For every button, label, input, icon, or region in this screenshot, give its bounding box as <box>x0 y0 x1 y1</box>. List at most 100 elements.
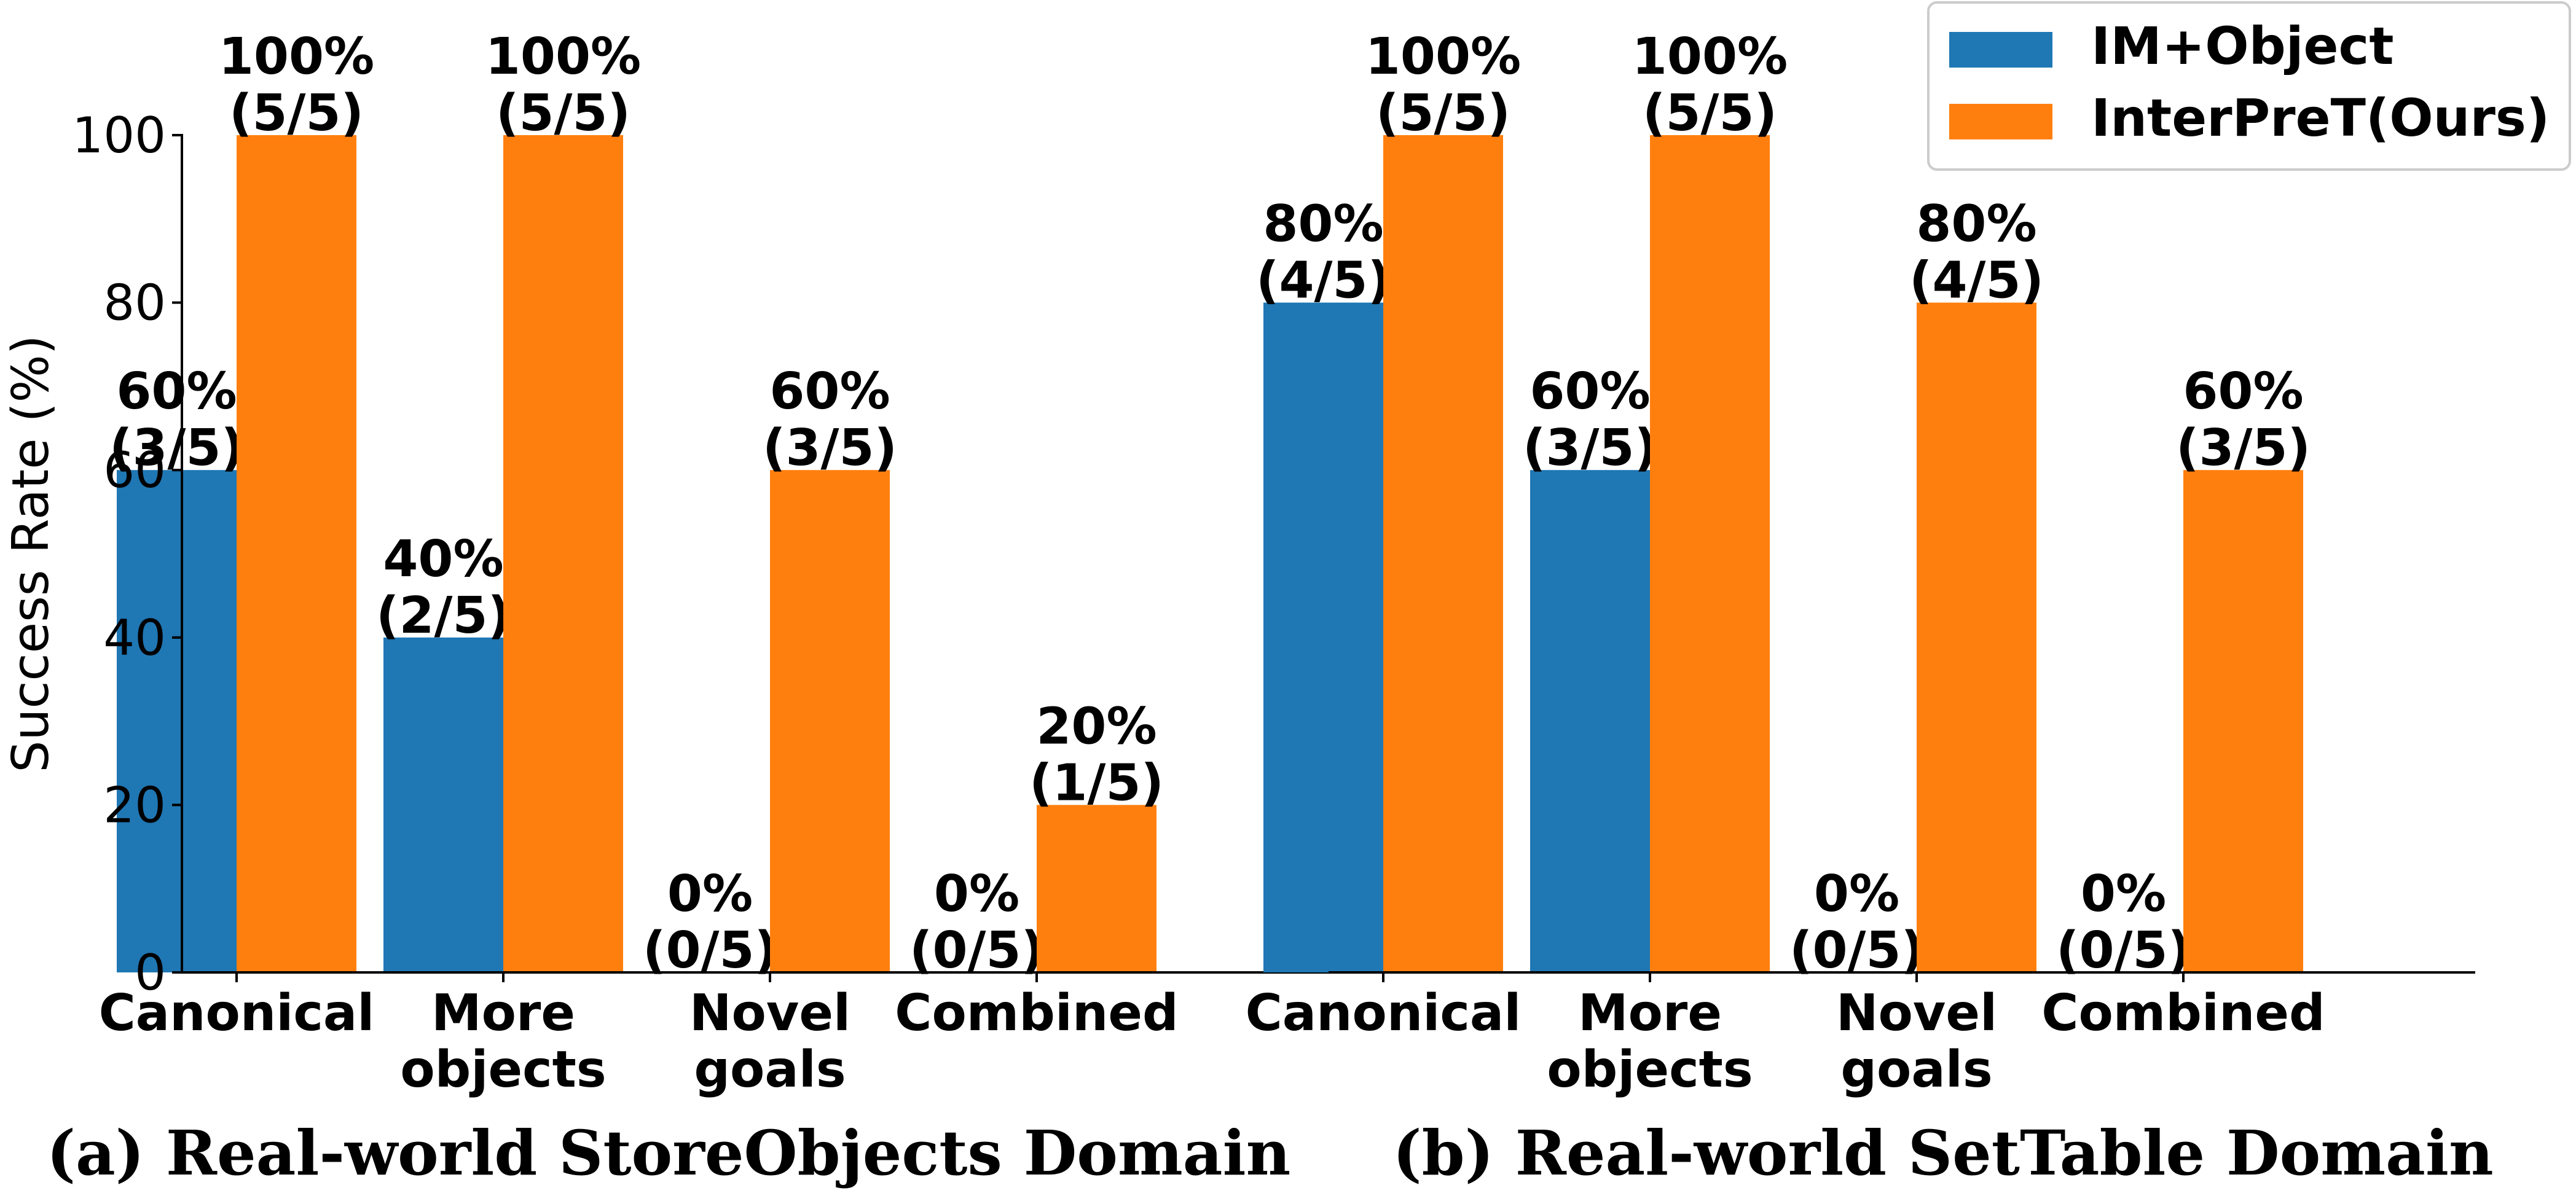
bar-data-label-fraction: (0/5) <box>2056 921 2191 980</box>
y-tick-label: 60 <box>103 442 166 499</box>
bar-data-label-fraction: (3/5) <box>109 419 244 477</box>
bar-data-label: 100% (5/5) <box>1365 28 1521 143</box>
legend: IM+Object InterPreT(Ours) <box>1927 1 2571 171</box>
x-tick-label: Canonical <box>99 984 375 1042</box>
bar-interpret-ours--combined <box>2183 470 2303 972</box>
panel-caption: (b) Real-world SetTable Domain <box>1392 1117 2493 1189</box>
bar-data-label-fraction: (2/5) <box>376 587 511 645</box>
x-tick-label: Canonical <box>1246 984 1522 1042</box>
bar-data-label: 100% (5/5) <box>485 28 641 143</box>
bar-data-label-fraction: (5/5) <box>1376 84 1510 143</box>
bar-im-object-canonical <box>117 470 237 972</box>
y-tick-label: 0 <box>135 944 166 1001</box>
bar-data-label-percent: 60% <box>1530 362 1650 421</box>
bar-data-label-percent: 100% <box>219 28 374 86</box>
bar-data-label-fraction: (4/5) <box>1909 252 2044 310</box>
panel-b: 80% (4/5)60% (3/5)0% (0/5)0% (0/5)100% (5/5)1… <box>1246 28 2494 1189</box>
legend-frame <box>1927 1 2571 171</box>
bar-interpret-ours--novel-goals <box>1917 302 2036 973</box>
bar-data-label-fraction: (3/5) <box>1523 419 1657 477</box>
bar-data-label: 0% (0/5) <box>2056 865 2191 980</box>
panel-a: 60% (3/5)40% (2/5)0% (0/5)0% (0/5)100% (5/5)1… <box>2 28 1329 1189</box>
bar-data-label: 60% (3/5) <box>1523 362 1657 477</box>
legend-label: IM+Object <box>2091 16 2393 76</box>
bar-data-label: 40% (2/5) <box>376 530 511 645</box>
legend-layer: IM+Object InterPreT(Ours) <box>1927 1 2571 171</box>
bar-data-label-percent: 60% <box>116 362 237 421</box>
bar-data-label: 80% (4/5) <box>1256 195 1391 310</box>
bar-data-label: 20% (1/5) <box>1029 697 1164 812</box>
bar-data-label-percent: 40% <box>383 530 503 588</box>
bar-interpret-ours--canonical <box>1383 135 1503 972</box>
bar-im-object-more-objects <box>383 637 503 972</box>
bar-data-label-fraction: (0/5) <box>909 921 1044 980</box>
x-tick-label: Novel goals <box>1836 984 1997 1099</box>
legend-swatch <box>1949 32 2052 68</box>
x-tick-label-line: Combined <box>2041 984 2325 1042</box>
x-tick-label: More objects <box>400 984 606 1099</box>
bar-interpret-ours--canonical <box>237 135 356 972</box>
bar-data-label-fraction: (5/5) <box>229 84 364 143</box>
x-tick-label-line: Canonical <box>99 984 375 1042</box>
panels-layer: 60% (3/5)40% (2/5)0% (0/5)0% (0/5)100% (5/5)1… <box>2 28 2494 1189</box>
x-tick-label: Novel goals <box>689 984 850 1099</box>
bar-data-label-fraction: (5/5) <box>1643 84 1777 143</box>
bar-im-object-canonical <box>1263 302 1383 973</box>
bar-data-label-percent: 100% <box>485 28 641 86</box>
y-tick-label: 40 <box>103 609 166 666</box>
bar-data-label: 60% (3/5) <box>763 362 897 477</box>
bar-data-label-percent: 80% <box>1263 195 1383 254</box>
bar-data-label-percent: 0% <box>934 865 1019 923</box>
x-tick-label-line: More <box>1578 984 1722 1042</box>
x-tick-label-line: Novel <box>1836 984 1997 1042</box>
y-axis-label: Success Rate (%) <box>2 335 60 772</box>
x-tick-label-line: objects <box>400 1041 606 1099</box>
bar-data-label-percent: 0% <box>667 865 753 923</box>
x-tick-label: Combined <box>895 984 1178 1042</box>
bar-data-label-percent: 0% <box>1814 865 1899 923</box>
x-tick-label-line: More <box>431 984 575 1042</box>
bar-data-label-fraction: (4/5) <box>1256 252 1391 310</box>
x-tick-label-line: goals <box>1840 1041 1992 1099</box>
bar-data-label-fraction: (0/5) <box>1789 921 1924 980</box>
bar-interpret-ours--more-objects <box>1650 135 1770 972</box>
x-tick-label-line: goals <box>694 1041 846 1099</box>
bar-interpret-ours--more-objects <box>503 135 623 972</box>
bar-data-label-percent: 80% <box>1916 195 2036 254</box>
bar-data-label: 0% (0/5) <box>1789 865 1924 980</box>
bar-data-label-fraction: (5/5) <box>496 84 630 143</box>
x-tick-label-line: Combined <box>895 984 1178 1042</box>
y-tick-label: 20 <box>103 776 166 834</box>
bar-data-label-percent: 20% <box>1036 697 1156 756</box>
y-tick-label: 100 <box>72 107 166 164</box>
panel-caption: (a) Real-world StoreObjects Domain <box>47 1117 1291 1189</box>
bar-im-object-more-objects <box>1530 470 1650 972</box>
bar-data-label-fraction: (1/5) <box>1029 754 1164 812</box>
bar-data-label-percent: 100% <box>1632 28 1788 86</box>
bar-data-label: 80% (4/5) <box>1909 195 2044 310</box>
bar-data-label-percent: 100% <box>1365 28 1521 86</box>
x-tick-label-line: objects <box>1547 1041 1753 1099</box>
bar-data-label: 100% (5/5) <box>219 28 374 143</box>
bar-data-label: 60% (3/5) <box>109 362 244 477</box>
bar-data-label-percent: 60% <box>2183 362 2303 421</box>
bar-data-label-percent: 0% <box>2081 865 2166 923</box>
bar-interpret-ours--combined <box>1037 805 1156 972</box>
legend-swatch <box>1949 104 2052 139</box>
legend-label: InterPreT(Ours) <box>2091 88 2550 148</box>
bar-data-label-fraction: (3/5) <box>763 419 897 477</box>
bar-data-label-fraction: (0/5) <box>643 921 777 980</box>
bar-data-label: 0% (0/5) <box>643 865 777 980</box>
bar-data-label-fraction: (3/5) <box>2176 419 2311 477</box>
bar-data-label: 100% (5/5) <box>1632 28 1788 143</box>
x-tick-label: More objects <box>1547 984 1753 1099</box>
bar-data-label: 60% (3/5) <box>2176 362 2311 477</box>
bar-data-label: 0% (0/5) <box>909 865 1044 980</box>
bar-interpret-ours--novel-goals <box>770 470 890 972</box>
x-tick-label-line: Novel <box>689 984 850 1042</box>
x-tick-label: Combined <box>2041 984 2325 1042</box>
x-tick-label-line: Canonical <box>1246 984 1522 1042</box>
y-tick-label: 80 <box>103 275 166 332</box>
